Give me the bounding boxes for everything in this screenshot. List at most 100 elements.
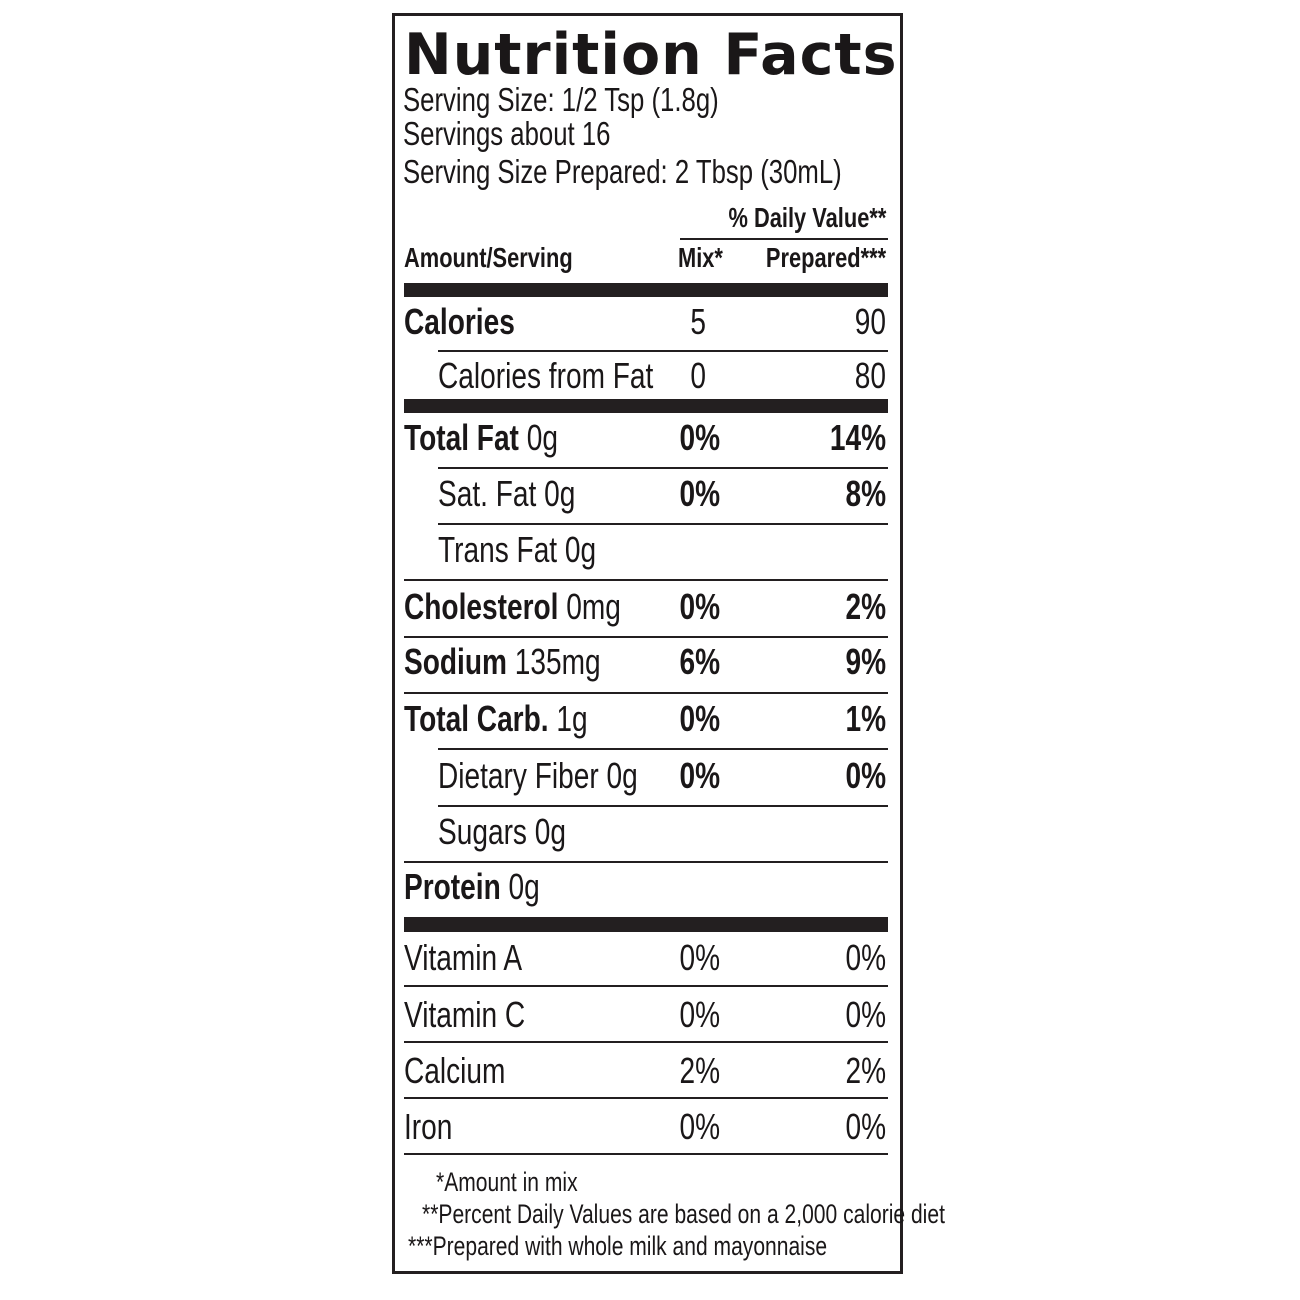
thick-divider (404, 283, 888, 297)
nutrient-row: Iron 0% 0% (404, 1105, 888, 1149)
mix-value: 0% (679, 994, 720, 1035)
nutrient-row: Vitamin C 0% 0% (404, 993, 888, 1037)
nutrient-amount: 135mg (514, 641, 601, 682)
nutrient-row: Dietary Fiber 0g 0% 0% (404, 754, 888, 798)
nutrient-row: Total Carb. 1g 0% 1% (404, 697, 888, 741)
nutrient-row: Calcium 2% 2% (404, 1049, 888, 1093)
prepared-value: 2% (845, 1050, 886, 1091)
divider (404, 1097, 888, 1099)
nutrient-label: Vitamin A (404, 936, 555, 980)
amount-serving-header: Amount/Serving (404, 242, 573, 273)
nutrient-label: Dietary Fiber 0g (438, 754, 694, 798)
mix-value: 0% (679, 473, 720, 514)
nutrient-row: Total Fat 0g 0% 14% (404, 416, 888, 460)
mix-value: 0% (679, 417, 720, 458)
divider (438, 523, 888, 525)
nutrient-row: Sat. Fat 0g 0% 8% (404, 472, 888, 516)
divider (404, 579, 888, 581)
servings-per-container: Servings about 16 (403, 115, 611, 152)
nutrient-label: Calories (404, 300, 546, 344)
nutrient-name: Calcium (404, 1050, 506, 1091)
nutrient-name: Dietary Fiber (438, 755, 599, 796)
nutrient-name: Vitamin A (404, 937, 523, 978)
divider (438, 350, 888, 352)
divider (404, 636, 888, 638)
nutrient-label: Iron (404, 1105, 466, 1149)
divider (404, 1041, 888, 1043)
nutrient-amount: 0g (526, 417, 558, 458)
prepared-value: 0% (845, 1106, 886, 1147)
nutrient-label: Vitamin C (404, 993, 559, 1037)
prepared-value: 9% (845, 641, 886, 682)
serving-size: Serving Size: 1/2 Tsp (1.8g) (403, 81, 719, 118)
nutrient-name: Sugars (438, 811, 527, 852)
nutrient-name: Trans Fat (438, 529, 558, 570)
nutrient-label: Trans Fat 0g (438, 528, 641, 572)
prepared-value: 80 (854, 355, 886, 396)
nutrient-row: Sodium 135mg 6% 9% (404, 640, 888, 684)
footnote: *Amount in mix (436, 1167, 578, 1197)
nutrient-label: Sugars 0g (438, 810, 602, 854)
divider (680, 238, 888, 240)
thick-divider (404, 399, 888, 413)
nutrient-label: Cholesterol 0mg (404, 585, 682, 629)
nutrient-row: Sugars 0g (404, 810, 888, 854)
nutrient-name: Cholesterol (404, 586, 559, 627)
nutrient-name: Vitamin C (404, 994, 526, 1035)
daily-value-header: % Daily Value** (728, 202, 886, 233)
nutrient-label: Total Fat 0g (404, 416, 601, 460)
nutrient-label: Sat. Fat 0g (438, 472, 614, 516)
nutrient-amount: 0g (508, 866, 540, 907)
divider (404, 692, 888, 694)
nutrient-amount: 0mg (566, 586, 621, 627)
nutrient-name: Calories (404, 301, 515, 342)
nutrient-name: Sat. Fat (438, 473, 537, 514)
prepared-value: 14% (829, 417, 886, 458)
nutrient-amount: 0g (544, 473, 576, 514)
thick-divider (404, 917, 888, 932)
footnote: **Percent Daily Values are based on a 2,… (422, 1199, 945, 1229)
prepared-value: 1% (845, 698, 886, 739)
mix-column-header: Mix* (678, 242, 723, 273)
prepared-value: 90 (854, 301, 886, 342)
mix-value: 0% (679, 586, 720, 627)
prepared-value: 0% (845, 937, 886, 978)
nutrient-label: Protein 0g (404, 865, 578, 909)
prepared-value: 0% (845, 994, 886, 1035)
mix-value: 0 (690, 355, 706, 396)
mix-value: 0% (679, 1106, 720, 1147)
mix-value: 6% (679, 641, 720, 682)
nutrient-name: Total Carb. (404, 698, 549, 739)
nutrient-name: Calories from Fat (438, 355, 654, 396)
serving-size-prepared: Serving Size Prepared: 2 Tbsp (30mL) (403, 153, 842, 190)
mix-value: 0% (679, 755, 720, 796)
divider (438, 748, 888, 750)
nutrient-name: Protein (404, 866, 501, 907)
footnote: ***Prepared with whole milk and mayonnai… (408, 1231, 828, 1261)
prepared-column-header: Prepared*** (765, 242, 886, 273)
nutrient-row: Trans Fat 0g (404, 528, 888, 572)
nutrient-amount: 0g (534, 811, 567, 852)
mix-value: 0% (679, 937, 720, 978)
nutrient-row: Calories from Fat 0 80 (404, 354, 888, 398)
nutrient-name: Iron (404, 1106, 453, 1147)
nutrient-label: Calories from Fat (438, 354, 714, 398)
divider (404, 1153, 888, 1155)
nutrient-amount: 1g (556, 698, 588, 739)
nutrient-row: Protein 0g (404, 865, 888, 909)
prepared-value: 2% (845, 586, 886, 627)
nutrient-amount: 0g (606, 755, 638, 796)
nutrient-label: Sodium 135mg (404, 640, 656, 684)
nutrient-label: Total Carb. 1g (404, 697, 639, 741)
divider (438, 805, 888, 807)
mix-value: 2% (679, 1050, 720, 1091)
prepared-value: 8% (845, 473, 886, 514)
divider (404, 861, 888, 863)
mix-value: 0% (679, 698, 720, 739)
nutrition-facts-panel (392, 13, 903, 1274)
nutrient-row: Calories 5 90 (404, 300, 888, 344)
nutrient-row: Vitamin A 0% 0% (404, 936, 888, 980)
prepared-value: 0% (845, 755, 886, 796)
nutrient-name: Total Fat (404, 417, 519, 458)
mix-value: 5 (690, 301, 706, 342)
